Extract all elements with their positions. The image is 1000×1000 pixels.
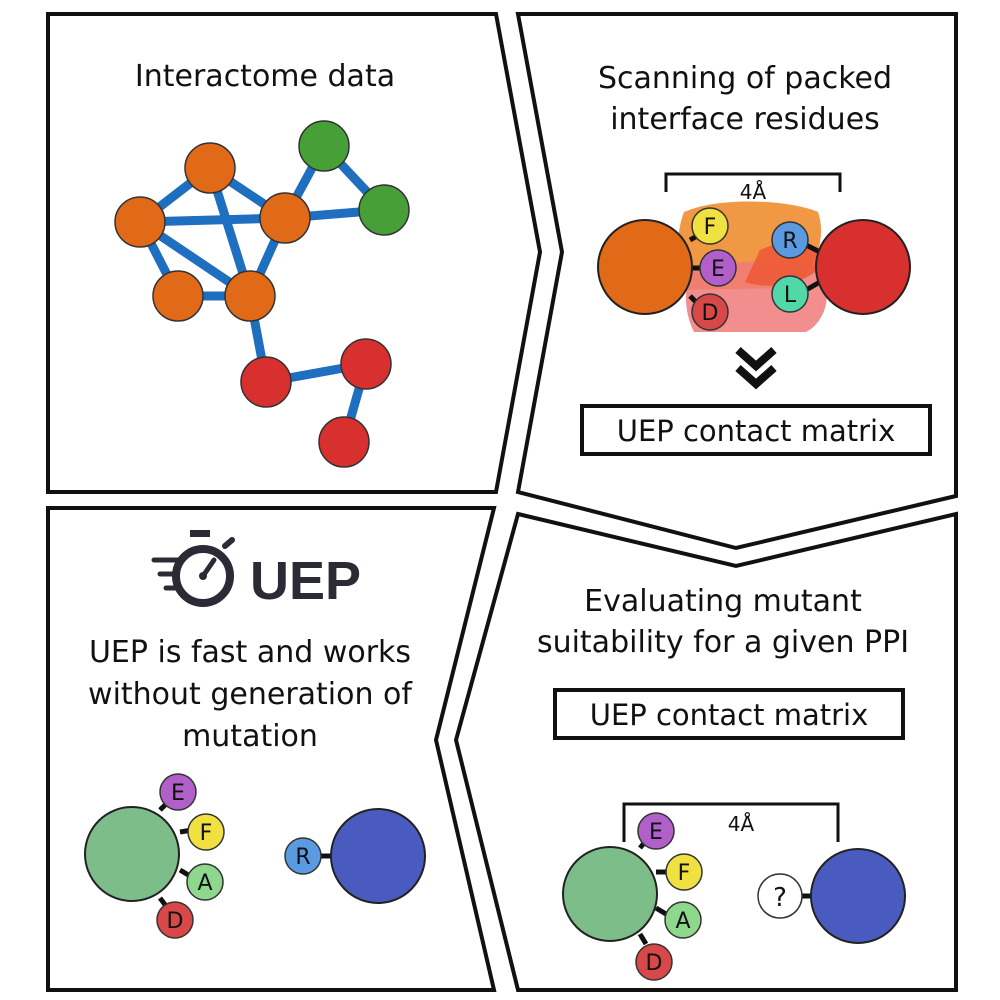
panel-top-right-frame: [515, 12, 958, 551]
uep-description-line3: mutation: [182, 719, 318, 754]
scanning-title-line2: interface residues: [610, 102, 880, 137]
uep-description-line2: without generation of: [88, 677, 413, 712]
orange-protein: [597, 219, 693, 315]
red-node: [318, 416, 370, 468]
unknown-residue: [757, 873, 803, 919]
residue-e: [159, 773, 197, 811]
residue-d: [691, 293, 729, 331]
scanning-title-line1: Scanning of packed: [598, 61, 892, 96]
residue-a-label: A: [197, 871, 212, 896]
panel-bottom-right-frame: [453, 511, 958, 992]
residue-f: [665, 853, 703, 891]
panel-bottom-left-frame: [46, 506, 497, 992]
bottom-left-proteins: E F A D R: [84, 773, 426, 939]
residue-d-label: D: [646, 951, 663, 976]
residue-e: [637, 812, 675, 850]
blue-protein: [330, 808, 426, 904]
residue-r: [284, 837, 322, 875]
interactome-network: [114, 120, 410, 468]
uep-description-line1: UEP is fast and works: [89, 635, 411, 670]
bond: [637, 932, 649, 946]
residue-r: [771, 221, 809, 259]
red-node: [340, 338, 392, 390]
contact-matrix-label-bottom: UEP contact matrix: [590, 698, 869, 732]
stopwatch-icon: [151, 530, 235, 607]
double-chevron-down-icon: [735, 347, 777, 390]
panel-top-left-frame: [46, 12, 543, 494]
red-protein: [815, 219, 911, 315]
contact-matrix-label-top: UEP contact matrix: [617, 414, 896, 448]
residue-e-label: E: [711, 257, 725, 282]
residue-f-label: F: [678, 861, 691, 886]
unknown-residue-label: ?: [773, 883, 787, 913]
distance-label-bottom: 4Å: [728, 812, 755, 836]
orange-node: [114, 196, 166, 248]
distance-label: 4Å: [740, 180, 767, 204]
network-nodes: [114, 120, 410, 468]
residue-d-label: D: [167, 909, 184, 934]
orange-node: [152, 270, 204, 322]
interface-zone-core: [745, 242, 826, 286]
red-node: [240, 356, 292, 408]
residue-r-label: R: [295, 845, 310, 870]
bottom-right-proteins: E F A D ?: [562, 812, 906, 981]
green-protein: [562, 846, 658, 942]
orange-node: [224, 270, 276, 322]
contact-matrix-box-top: [580, 404, 932, 456]
evaluating-title-line2: suitability for a given PPI: [537, 625, 909, 660]
residue-a: [186, 863, 224, 901]
residue-d: [635, 943, 673, 981]
residue-a-label: A: [675, 909, 690, 934]
bond: [654, 905, 668, 917]
residue-f-label: F: [704, 215, 717, 240]
blue-protein: [810, 848, 906, 944]
green-protein: [84, 806, 180, 902]
bond: [804, 279, 822, 293]
residue-l-label: L: [784, 283, 797, 308]
residue-e-label: E: [649, 820, 663, 845]
residue-f-label: F: [200, 821, 213, 846]
distance-bracket-bottom: [622, 802, 840, 842]
residue-e-label: E: [171, 781, 185, 806]
residue-f: [691, 207, 729, 245]
residue-d-label: D: [702, 301, 719, 326]
residue-e: [699, 249, 737, 287]
green-node: [358, 184, 410, 236]
interactome-title: Interactome data: [135, 59, 395, 94]
residue-r-label: R: [782, 229, 797, 254]
evaluating-title-line1: Evaluating mutant: [584, 584, 862, 619]
residue-d: [156, 901, 194, 939]
interface-complex: F E D R L: [597, 201, 911, 332]
contact-matrix-box-bottom: [553, 688, 905, 740]
orange-node: [184, 142, 236, 194]
residue-a: [664, 901, 702, 939]
residue-l: [771, 275, 809, 313]
uep-logo-text: UEP: [250, 551, 361, 611]
residue-f: [187, 813, 225, 851]
green-node: [298, 120, 350, 172]
distance-bracket: [664, 172, 842, 192]
orange-node: [259, 192, 311, 244]
